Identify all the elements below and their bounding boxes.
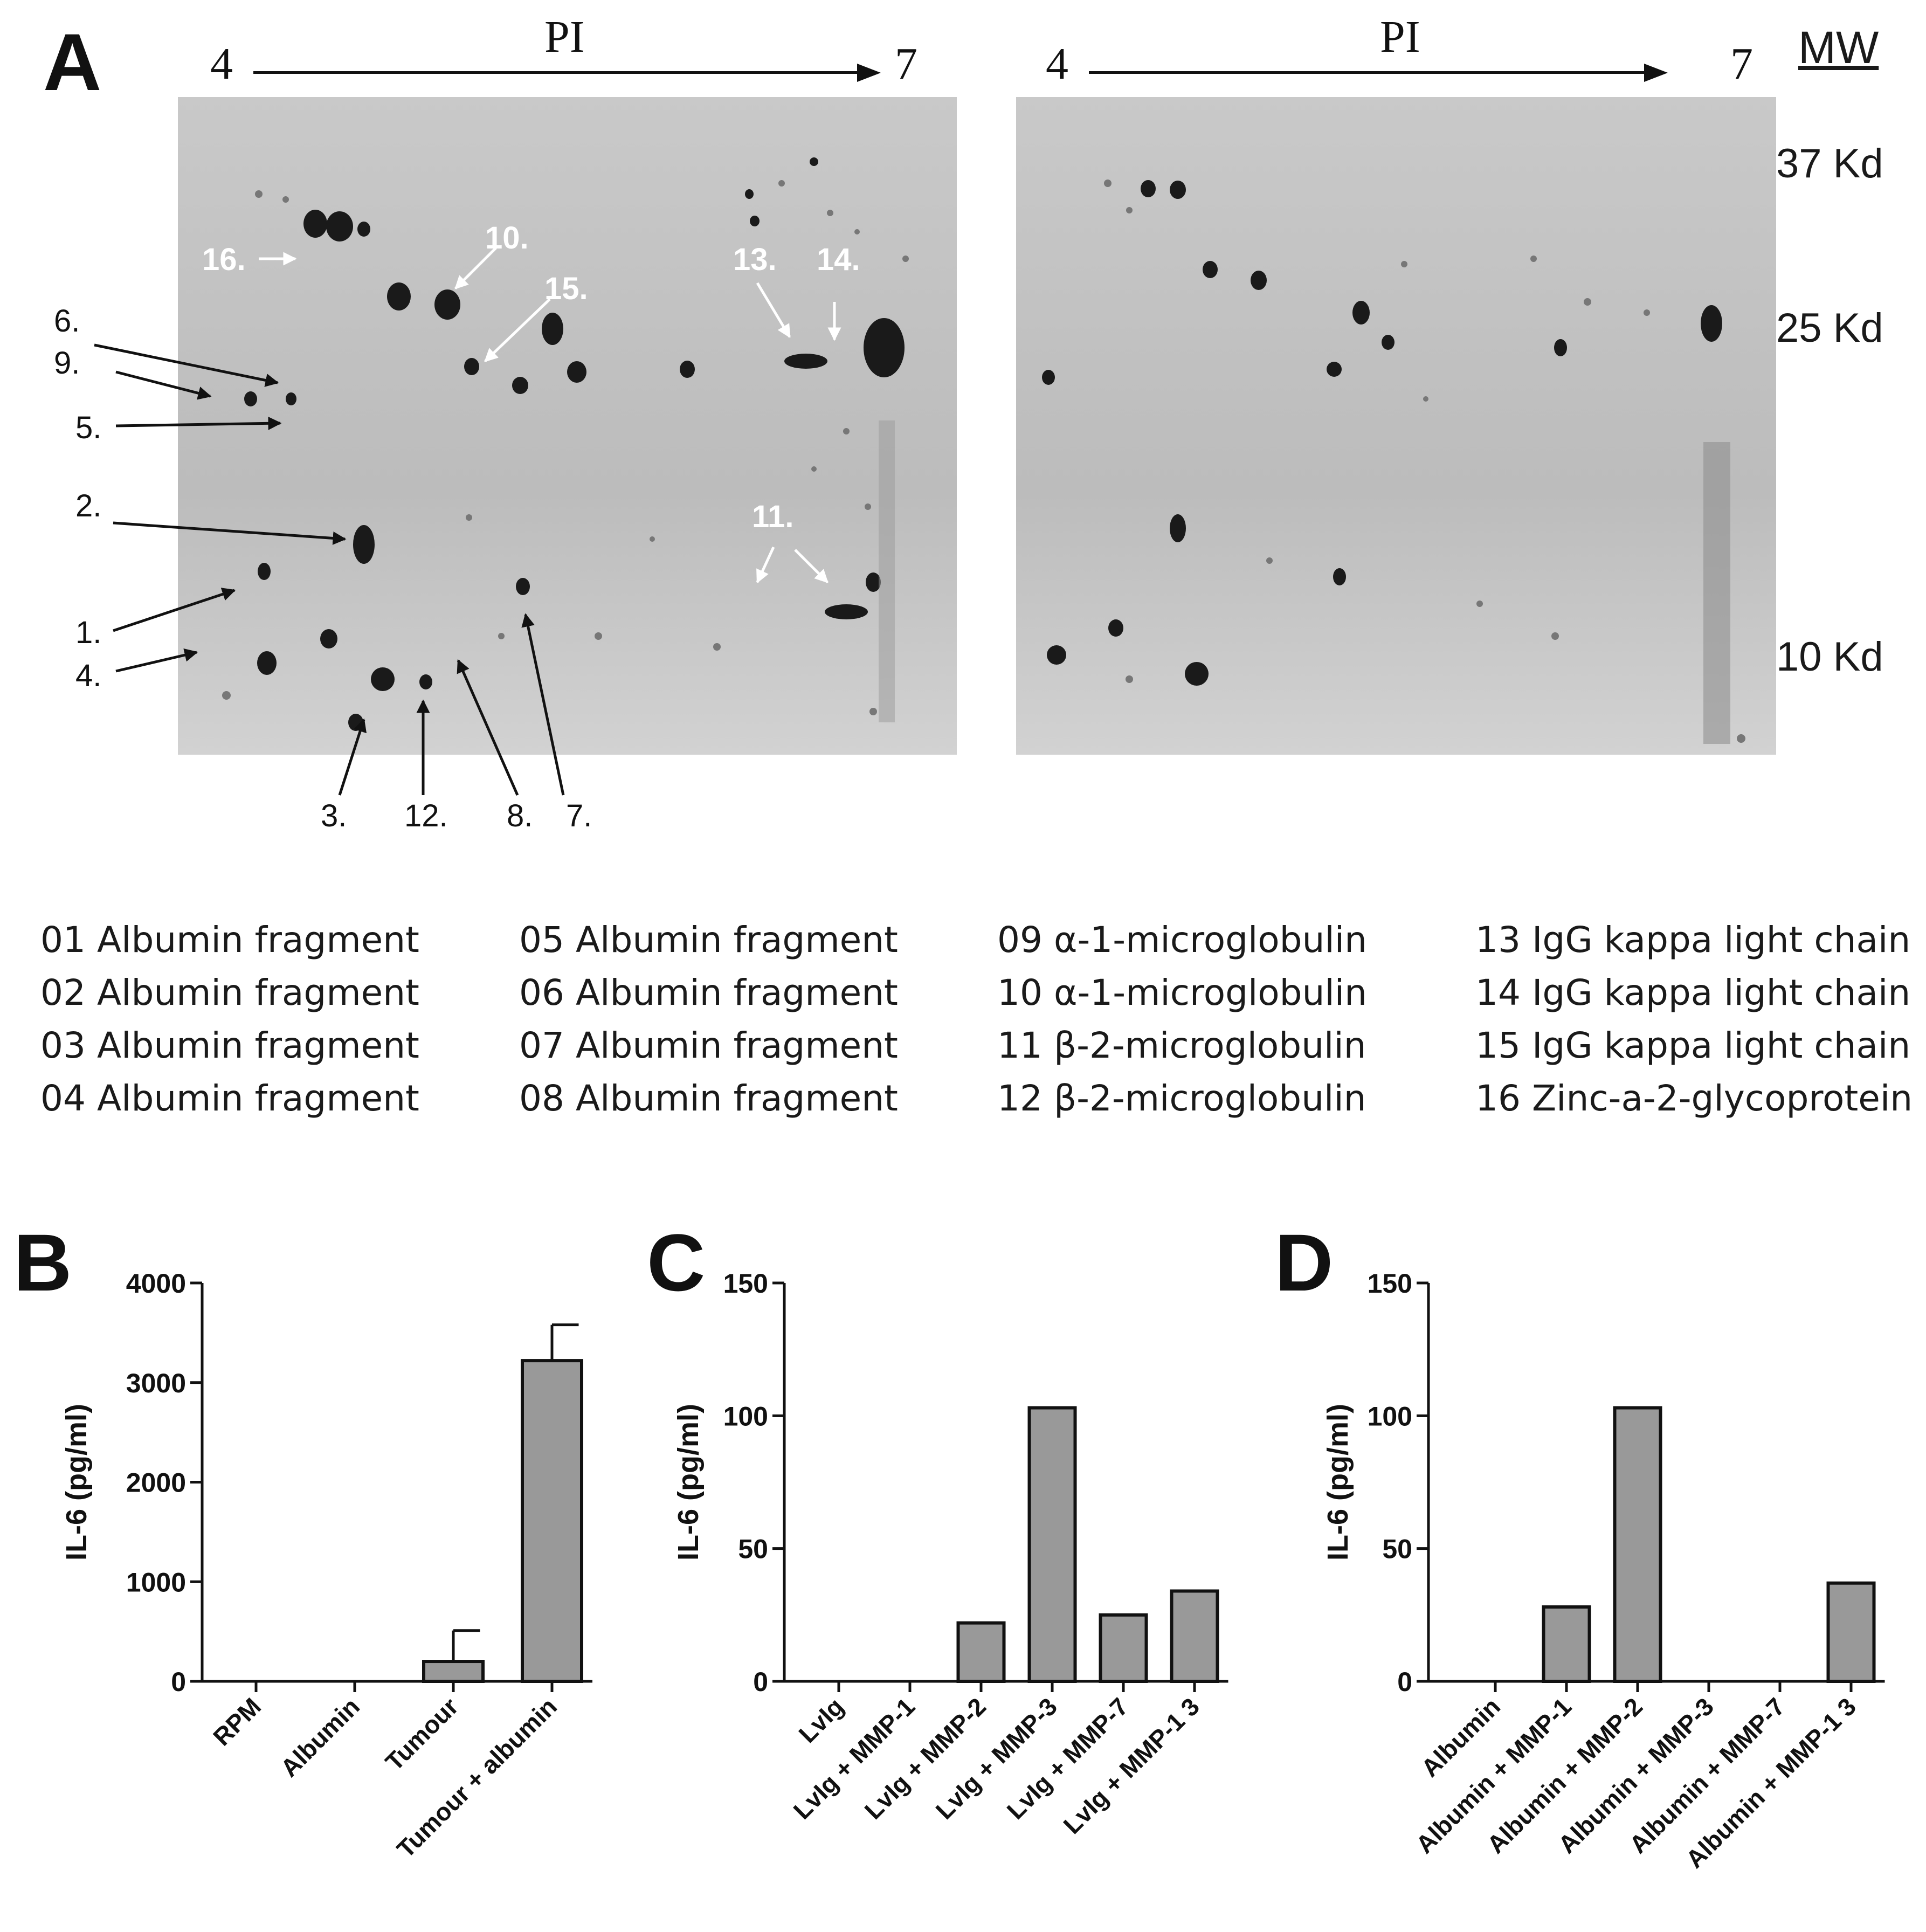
protein-entry: 05 Albumin fragment	[519, 919, 898, 961]
mw-marker-25kd: 25 Kd	[1776, 305, 1883, 351]
bar	[1027, 1406, 1077, 1683]
mw-title: MW	[1798, 22, 1879, 73]
spot-label-3: 3.	[321, 798, 347, 833]
chart-b: B IL-6 (pg/ml) 0 1000 2000 3000 4000 RPM Albumin…	[13, 1217, 592, 1863]
left-gel-pi-axis: 4 PI 7	[210, 11, 943, 89]
bar	[1826, 1581, 1876, 1683]
y-tick-label: 0	[1397, 1667, 1412, 1697]
right-gel-pi-arrowhead	[1644, 64, 1668, 82]
spot-label-5: 5.	[75, 410, 102, 445]
panel-letter: C	[647, 1217, 705, 1308]
x-tick-label: LvIg	[793, 1692, 849, 1748]
protein-entry: 14 IgG kappa light chain	[1475, 972, 1911, 1013]
left-gel-pi-title: PI	[544, 12, 585, 62]
y-axis-label: IL-6 (pg/ml)	[672, 1404, 705, 1561]
y-tick-label: 0	[753, 1667, 768, 1697]
x-tick-label: Albumin	[275, 1692, 365, 1782]
protein-entry: 16 Zinc-a-2-glycoprotein	[1475, 1078, 1913, 1119]
spot-label-16: 16.	[202, 242, 246, 277]
protein-entry: 10 α-1-microglobulin	[997, 972, 1367, 1013]
right-gel-pi-high: 7	[1730, 39, 1753, 89]
spot-label-11: 11.	[752, 499, 794, 534]
protein-column-3: 09 α-1-microglobulin 10 α-1-microglobuli…	[997, 914, 1367, 1125]
panel-letter: B	[13, 1217, 72, 1308]
spot-label-1: 1.	[75, 615, 102, 650]
y-tick-label: 0	[171, 1667, 186, 1697]
protein-entry: 04 Albumin fragment	[40, 1078, 419, 1119]
spot-label-6: 6.	[54, 303, 80, 339]
protein-entry: 08 Albumin fragment	[519, 1078, 898, 1119]
spot-label-4: 4.	[75, 658, 102, 693]
left-gel-pi-high: 7	[895, 39, 917, 89]
y-tick-label: 100	[723, 1401, 768, 1431]
x-tick-label: Tumour + albumin	[391, 1692, 562, 1863]
protein-entry: 12 β-2-microglobulin	[997, 1078, 1366, 1119]
y-tick-label: 50	[1382, 1534, 1412, 1564]
spot-label-13: 13.	[733, 242, 777, 277]
y-axis-label: IL-6 (pg/ml)	[60, 1404, 93, 1561]
y-tick-label: 2000	[126, 1468, 186, 1498]
right-gel-pi-low: 4	[1046, 39, 1068, 89]
mw-marker-37kd: 37 Kd	[1776, 141, 1883, 187]
spot-label-8: 8.	[507, 798, 533, 833]
bar	[1542, 1605, 1591, 1683]
protein-entry: 06 Albumin fragment	[519, 972, 898, 1013]
mw-marker-10kd: 10 Kd	[1776, 634, 1883, 680]
right-gel-image	[1016, 97, 1776, 755]
x-tick-label: RPM	[208, 1692, 266, 1751]
y-tick-label: 50	[738, 1534, 768, 1564]
gel-annotation-arrows	[94, 247, 841, 796]
x-tick-label: LvIg + MMP-2	[859, 1692, 992, 1825]
bar	[422, 1660, 485, 1683]
panel-letter: D	[1275, 1217, 1333, 1308]
bar	[1099, 1613, 1148, 1683]
right-gel-pi-axis: 4 PI 7	[1046, 11, 1779, 89]
protein-entry: 03 Albumin fragment	[40, 1025, 419, 1066]
protein-entry: 01 Albumin fragment	[40, 919, 419, 961]
y-tick-label: 3000	[126, 1368, 186, 1398]
protein-entry: 02 Albumin fragment	[40, 972, 419, 1013]
y-tick-label: 1000	[126, 1567, 186, 1597]
spot-label-7: 7.	[566, 798, 592, 833]
right-gel-pi-title: PI	[1380, 12, 1420, 62]
spot-label-14: 14.	[817, 242, 860, 277]
right-gel-pi-arrow	[1089, 71, 1649, 74]
y-tick-label: 100	[1368, 1401, 1412, 1431]
spot-label-10: 10.	[485, 220, 529, 256]
y-axis-label: IL-6 (pg/ml)	[1322, 1404, 1354, 1561]
left-gel-pi-arrowhead	[857, 64, 881, 82]
left-gel-image	[178, 97, 957, 755]
panel-a-letter: A	[43, 17, 102, 107]
spot-label-9: 9.	[54, 346, 80, 381]
protein-entry: 13 IgG kappa light chain	[1475, 919, 1911, 961]
protein-entry: 09 α-1-microglobulin	[997, 919, 1367, 961]
bar	[521, 1359, 583, 1683]
spot-label-2: 2.	[75, 488, 102, 523]
protein-entry: 15 IgG kappa light chain	[1475, 1025, 1911, 1066]
bar	[1613, 1406, 1662, 1683]
spot-label-12: 12.	[404, 798, 448, 833]
x-tick-label: LvIg + MMP-7	[1002, 1692, 1134, 1825]
y-tick-label: 4000	[126, 1268, 186, 1299]
protein-column-1: 01 Albumin fragment 02 Albumin fragment …	[40, 914, 419, 1125]
protein-column-4: 13 IgG kappa light chain 14 IgG kappa li…	[1475, 914, 1913, 1125]
y-tick-label: 150	[1368, 1268, 1412, 1299]
spot-label-15: 15.	[544, 271, 588, 306]
protein-entry: 07 Albumin fragment	[519, 1025, 898, 1066]
y-tick-label: 150	[723, 1268, 768, 1299]
x-tick-label: LvIg + MMP-3	[930, 1692, 1063, 1825]
left-gel-pi-low: 4	[210, 39, 233, 89]
bar	[1170, 1589, 1219, 1683]
protein-column-2: 05 Albumin fragment 06 Albumin fragment …	[519, 914, 898, 1125]
left-gel-pi-arrow	[253, 71, 862, 74]
protein-entry: 11 β-2-microglobulin	[997, 1025, 1366, 1066]
bar	[956, 1621, 1006, 1683]
x-tick-label: Tumour	[380, 1692, 464, 1776]
right-gel-spots	[1042, 180, 1745, 744]
x-tick-label: LvIg + MMP-1	[788, 1692, 921, 1825]
